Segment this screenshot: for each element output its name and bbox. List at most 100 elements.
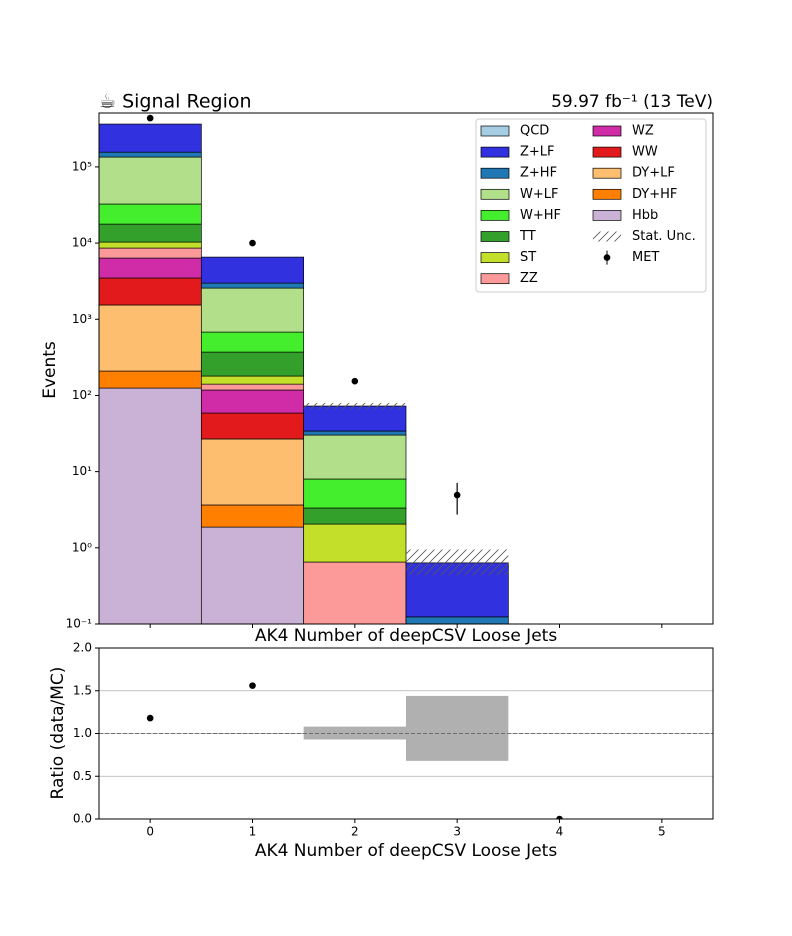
legend-swatch — [592, 167, 622, 179]
bar-segment — [303, 523, 407, 563]
legend-swatch — [480, 273, 510, 285]
legend-swatch — [480, 125, 510, 137]
chart-subtitle: 59.97 fb⁻¹ (13 TeV) — [551, 92, 713, 112]
ratio-point — [556, 815, 563, 819]
legend-label: DY+LF — [632, 166, 675, 181]
bar-segment — [99, 257, 202, 279]
data-point — [351, 377, 359, 385]
bar-segment — [200, 287, 305, 333]
bar-segment — [200, 375, 305, 385]
bar-segment — [200, 526, 305, 624]
legend-label: MET — [632, 250, 659, 265]
x-tick-label: 3 — [453, 825, 461, 839]
y-tick-label: 10² — [72, 388, 92, 402]
legend-label: TT — [519, 229, 536, 244]
legend-label: ST — [520, 250, 536, 265]
legend-swatch — [592, 146, 622, 158]
legend-label: W+HF — [520, 208, 561, 223]
ratio-point — [146, 714, 154, 722]
y-tick-label: 1.0 — [73, 726, 92, 740]
legend-swatch — [480, 231, 510, 242]
uncertainty-band — [303, 726, 406, 740]
data-point — [453, 491, 461, 499]
legend-label: QCD — [520, 124, 549, 139]
bar-segment — [99, 123, 202, 153]
bar-segment — [200, 256, 305, 284]
bar-segment — [99, 203, 202, 225]
bar-segment — [200, 383, 305, 391]
plot-area — [99, 114, 509, 624]
y-tick-label: 0.0 — [73, 812, 92, 826]
legend-box — [475, 118, 707, 293]
legend: QCD Z+LF Z+HF W+LF W+HF TT ST ZZ WZ WW DY+LF DY+HF H… — [475, 118, 707, 293]
bar-segment — [99, 304, 202, 372]
legend-swatch — [592, 125, 622, 137]
legend-swatch — [592, 210, 622, 221]
legend-label: W+LF — [520, 187, 558, 202]
y-tick-label: 1.5 — [73, 683, 92, 697]
y-tick-label: 2.0 — [73, 641, 92, 655]
y-axis-label: Ratio (data/MC) — [48, 667, 68, 800]
stat-uncertainty — [406, 549, 509, 575]
legend-swatch — [480, 188, 510, 200]
ratio-point — [249, 682, 256, 689]
legend-swatch — [480, 167, 510, 179]
y-tick-label: 0.5 — [73, 769, 92, 783]
x-tick-label: 4 — [556, 825, 564, 839]
bar-segment — [200, 412, 305, 440]
axes-frame — [98, 112, 714, 625]
stat-uncertainty — [303, 403, 406, 410]
y-tick-label: 10¹ — [72, 464, 92, 478]
legend-swatch — [592, 188, 622, 200]
data-point — [249, 239, 256, 247]
bar-segment — [99, 247, 202, 259]
bar-segment — [303, 507, 407, 525]
bar-segment — [99, 241, 202, 249]
bar-segment — [99, 277, 202, 306]
legend-swatch — [480, 252, 510, 263]
bar-segment — [303, 434, 407, 480]
legend-label: Z+LF — [520, 145, 555, 160]
x-axis-label: AK4 Number of deepCSV Loose Jets — [255, 626, 558, 646]
bar-segment — [200, 438, 305, 506]
bar-segment — [200, 389, 305, 414]
bar-segment — [200, 351, 305, 377]
bar-segment — [99, 156, 202, 205]
x-tick-label: 2 — [351, 825, 359, 839]
y-tick-label: 10⁰ — [72, 540, 92, 554]
bar-segment — [303, 405, 407, 432]
bar-segment — [99, 370, 202, 389]
bar-segment — [303, 478, 407, 509]
legend-label: DY+HF — [632, 187, 677, 202]
bar-segment — [99, 223, 202, 243]
bar-segment — [303, 430, 407, 436]
bar-segment — [200, 282, 305, 289]
legend-swatch — [480, 146, 510, 158]
legend-label: Hbb — [632, 208, 658, 223]
y-tick-label: 10⁻¹ — [66, 617, 93, 631]
legend-label: WW — [632, 145, 658, 160]
bar-segment — [200, 504, 305, 528]
bar-segment — [99, 151, 202, 158]
y-tick-label: 10⁴ — [72, 236, 92, 250]
x-tick-label: 0 — [146, 825, 154, 839]
bar-segment — [303, 561, 407, 624]
y-tick-label: 10⁵ — [72, 159, 92, 173]
y-axis-label: Events — [40, 341, 60, 399]
axes-frame — [98, 647, 714, 820]
legend-label: Stat. Unc. — [632, 229, 696, 244]
y-tick-label: 10³ — [72, 312, 92, 326]
legend-marker — [603, 254, 611, 261]
uncertainty-band — [406, 695, 509, 761]
x-tick-label: 1 — [249, 825, 257, 839]
data-point — [146, 114, 154, 122]
legend-swatch — [593, 231, 621, 242]
plot-area — [99, 682, 713, 819]
legend-label: WZ — [632, 124, 654, 139]
bar-segment — [99, 387, 202, 624]
bar-segment — [200, 331, 305, 353]
legend-label: Z+HF — [520, 166, 557, 181]
legend-swatch — [480, 210, 510, 221]
legend-label: ZZ — [520, 271, 538, 286]
